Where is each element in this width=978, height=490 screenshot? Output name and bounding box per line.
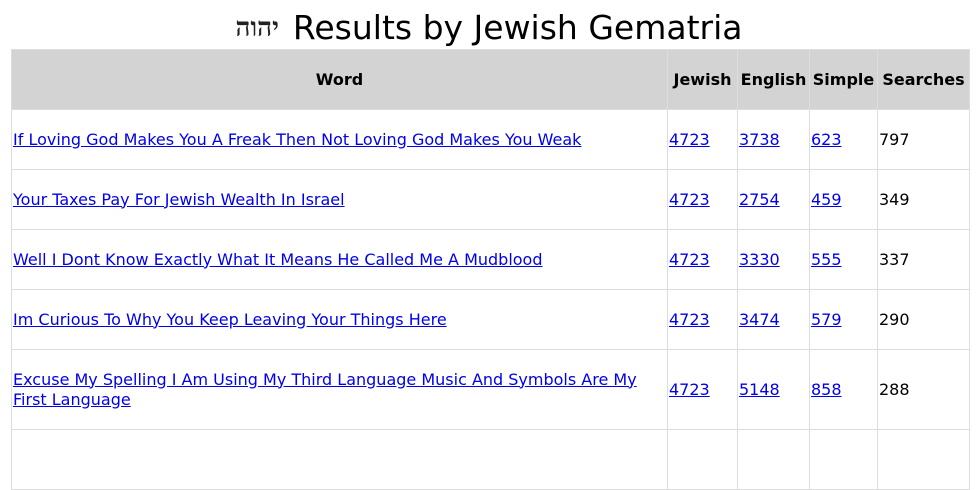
empty-cell bbox=[667, 429, 738, 490]
cell-english: 3738 bbox=[737, 109, 810, 170]
word-link[interactable]: Well I Dont Know Exactly What It Means H… bbox=[13, 249, 543, 269]
table-row: Well I Dont Know Exactly What It Means H… bbox=[11, 229, 970, 290]
cell-jewish: 4723 bbox=[667, 109, 738, 170]
word-link[interactable]: Im Curious To Why You Keep Leaving Your … bbox=[13, 309, 447, 329]
english-link[interactable]: 5148 bbox=[739, 380, 780, 399]
cell-simple: 579 bbox=[809, 289, 878, 350]
simple-link[interactable]: 858 bbox=[811, 380, 842, 399]
word-link[interactable]: If Loving God Makes You A Freak Then Not… bbox=[13, 129, 582, 149]
searches-value: 337 bbox=[879, 250, 910, 269]
cell-word: Excuse My Spelling I Am Using My Third L… bbox=[11, 349, 668, 430]
empty-cell bbox=[737, 429, 810, 490]
jewish-link[interactable]: 4723 bbox=[669, 250, 710, 269]
cell-jewish: 4723 bbox=[667, 289, 738, 350]
page-title: יהוה Results by Jewish Gematria bbox=[0, 8, 978, 48]
english-link[interactable]: 3330 bbox=[739, 250, 780, 269]
english-link[interactable]: 2754 bbox=[739, 190, 780, 209]
cell-jewish: 4723 bbox=[667, 229, 738, 290]
cell-simple: 858 bbox=[809, 349, 878, 430]
table-row: If Loving God Makes You A Freak Then Not… bbox=[11, 109, 970, 170]
header-english: English bbox=[737, 49, 810, 110]
searches-value: 797 bbox=[879, 130, 910, 149]
cell-word: If Loving God Makes You A Freak Then Not… bbox=[11, 109, 668, 170]
cell-word: Well I Dont Know Exactly What It Means H… bbox=[11, 229, 668, 290]
word-link[interactable]: Excuse My Spelling I Am Using My Third L… bbox=[13, 369, 637, 409]
header-jewish: Jewish bbox=[667, 49, 738, 110]
header-searches: Searches bbox=[877, 49, 970, 110]
empty-cell bbox=[809, 429, 878, 490]
header-word: Word bbox=[11, 49, 668, 110]
cell-searches: 349 bbox=[877, 169, 970, 230]
searches-value: 288 bbox=[879, 380, 910, 399]
simple-link[interactable]: 623 bbox=[811, 130, 842, 149]
header-simple: Simple bbox=[809, 49, 878, 110]
table-row bbox=[11, 429, 970, 490]
cell-english: 3330 bbox=[737, 229, 810, 290]
cell-searches: 290 bbox=[877, 289, 970, 350]
searches-value: 349 bbox=[879, 190, 910, 209]
results-table: Word Jewish English Simple Searches If L… bbox=[11, 49, 970, 490]
cell-simple: 555 bbox=[809, 229, 878, 290]
searches-value: 290 bbox=[879, 310, 910, 329]
cell-english: 5148 bbox=[737, 349, 810, 430]
cell-word: Im Curious To Why You Keep Leaving Your … bbox=[11, 289, 668, 350]
cell-english: 3474 bbox=[737, 289, 810, 350]
simple-link[interactable]: 555 bbox=[811, 250, 842, 269]
cell-jewish: 4723 bbox=[667, 349, 738, 430]
cell-jewish: 4723 bbox=[667, 169, 738, 230]
table-row: Im Curious To Why You Keep Leaving Your … bbox=[11, 289, 970, 350]
yhwh-logo: יהוה bbox=[235, 13, 279, 43]
simple-link[interactable]: 459 bbox=[811, 190, 842, 209]
english-link[interactable]: 3474 bbox=[739, 310, 780, 329]
empty-cell bbox=[877, 429, 970, 490]
english-link[interactable]: 3738 bbox=[739, 130, 780, 149]
cell-word: Your Taxes Pay For Jewish Wealth In Isra… bbox=[11, 169, 668, 230]
jewish-link[interactable]: 4723 bbox=[669, 310, 710, 329]
table-row: Excuse My Spelling I Am Using My Third L… bbox=[11, 349, 970, 430]
simple-link[interactable]: 579 bbox=[811, 310, 842, 329]
jewish-link[interactable]: 4723 bbox=[669, 130, 710, 149]
cell-searches: 288 bbox=[877, 349, 970, 430]
cell-english: 2754 bbox=[737, 169, 810, 230]
table-row: Your Taxes Pay For Jewish Wealth In Isra… bbox=[11, 169, 970, 230]
cell-searches: 337 bbox=[877, 229, 970, 290]
cell-simple: 459 bbox=[809, 169, 878, 230]
jewish-link[interactable]: 4723 bbox=[669, 380, 710, 399]
word-link[interactable]: Your Taxes Pay For Jewish Wealth In Isra… bbox=[13, 189, 345, 209]
title-text: Results by Jewish Gematria bbox=[292, 8, 743, 47]
jewish-link[interactable]: 4723 bbox=[669, 190, 710, 209]
empty-cell bbox=[11, 429, 668, 490]
cell-simple: 623 bbox=[809, 109, 878, 170]
cell-searches: 797 bbox=[877, 109, 970, 170]
